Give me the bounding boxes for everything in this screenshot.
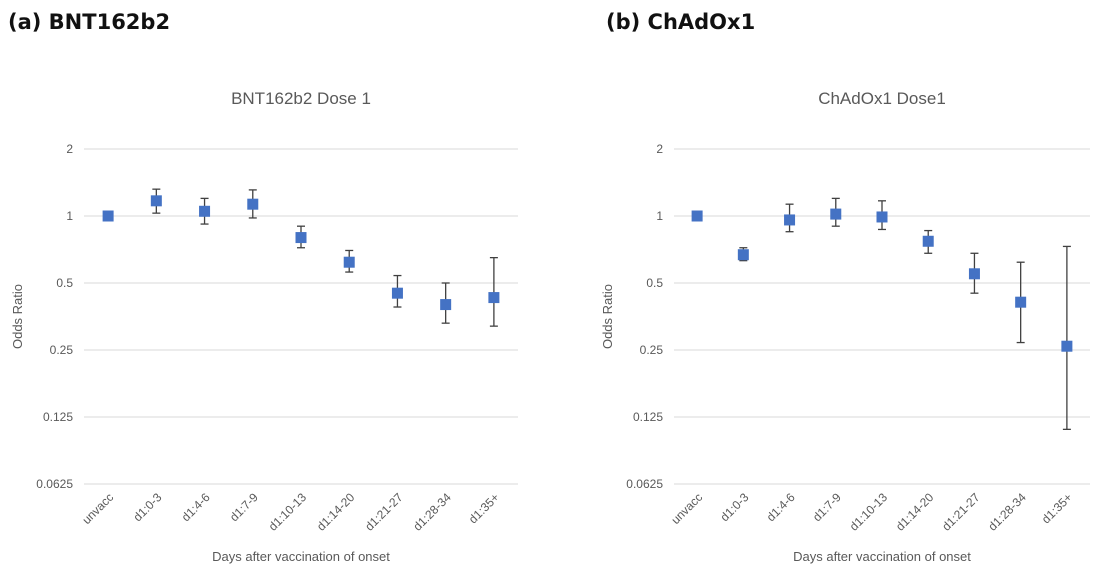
data-point <box>343 256 355 268</box>
x-tick-label: d1:28-34 <box>985 490 1029 534</box>
x-axis-title: Days after vaccination of onset <box>212 549 390 564</box>
panel-label-a: (a) BNT162b2 <box>8 10 171 34</box>
data-point <box>876 211 888 223</box>
x-tick-label: d1:21-27 <box>362 490 406 534</box>
y-axis-title: Odds Ratio <box>600 284 615 349</box>
x-tick-label: d1:7-9 <box>227 490 261 524</box>
y-tick-label: 0.25 <box>50 343 74 357</box>
y-tick-label: 1 <box>66 209 73 223</box>
data-point <box>737 249 749 261</box>
y-tick-label: 0.0625 <box>36 477 73 491</box>
x-tick-label: d1:7-9 <box>810 490 844 524</box>
data-point <box>391 287 403 299</box>
data-point <box>295 232 307 244</box>
y-tick-label: 0.125 <box>633 410 663 424</box>
data-point <box>1061 340 1073 352</box>
x-tick-label: d1:14-20 <box>314 490 358 534</box>
x-tick-label: d1:35+ <box>466 490 502 526</box>
data-point <box>247 198 259 210</box>
chart-title: BNT162b2 Dose 1 <box>231 89 371 108</box>
x-tick-label: d1:4-6 <box>764 490 798 524</box>
x-tick-label: d1:0-3 <box>717 490 751 524</box>
data-point <box>150 195 162 207</box>
y-tick-label: 0.125 <box>43 410 73 424</box>
y-axis-title: Odds Ratio <box>10 284 25 349</box>
data-point <box>784 214 796 226</box>
y-tick-label: 0.0625 <box>626 477 663 491</box>
x-tick-label: d1:10-13 <box>266 490 310 534</box>
x-tick-label: d1:21-27 <box>939 490 983 534</box>
data-point <box>922 235 934 247</box>
y-tick-label: 2 <box>656 142 663 156</box>
data-point <box>440 299 452 311</box>
data-point <box>830 208 842 220</box>
data-point <box>488 292 500 304</box>
x-tick-label: d1:28-34 <box>410 490 454 534</box>
x-axis-title: Days after vaccination of onset <box>793 549 971 564</box>
data-point <box>199 205 211 217</box>
y-tick-label: 0.25 <box>640 343 664 357</box>
x-tick-label: unvacc <box>79 490 116 527</box>
panel-label-b: (b) ChAdOx1 <box>606 10 756 34</box>
y-tick-label: 0.5 <box>56 276 73 290</box>
x-tick-label: d1:10-13 <box>847 490 891 534</box>
y-tick-label: 0.5 <box>646 276 663 290</box>
x-tick-label: d1:14-20 <box>893 490 937 534</box>
x-tick-label: d1:4-6 <box>179 490 213 524</box>
data-point <box>691 210 703 222</box>
x-tick-label: d1:35+ <box>1039 490 1075 526</box>
data-point <box>1015 296 1027 308</box>
data-point <box>968 268 980 280</box>
data-point <box>102 210 114 222</box>
x-tick-label: unvacc <box>668 490 705 527</box>
x-tick-label: d1:0-3 <box>130 490 164 524</box>
y-tick-label: 2 <box>66 142 73 156</box>
y-tick-label: 1 <box>656 209 663 223</box>
chart-title: ChAdOx1 Dose1 <box>818 89 946 108</box>
